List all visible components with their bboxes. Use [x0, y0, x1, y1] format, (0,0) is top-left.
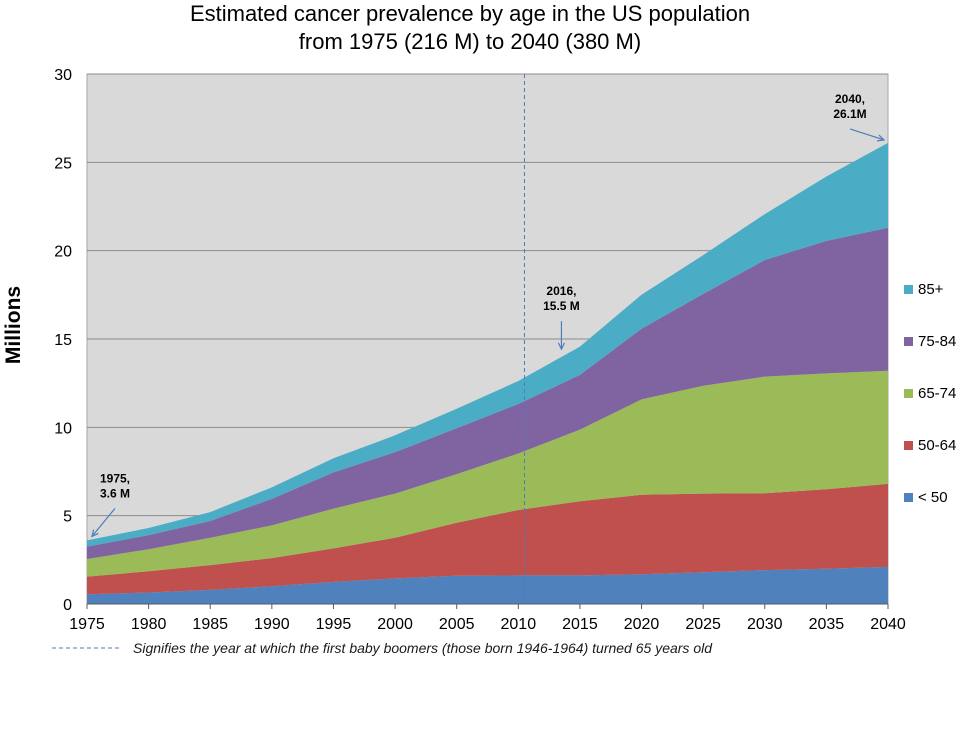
x-tick-label: 2005: [439, 616, 475, 633]
legend-label: < 50: [918, 489, 948, 506]
area-50-64: [87, 483, 888, 595]
annotation-arrowhead: [876, 134, 886, 142]
annotation-label: 26.1M: [833, 107, 866, 121]
y-tick-label: 5: [63, 509, 72, 526]
legend-swatch: [904, 493, 913, 502]
x-tick-label: 2010: [501, 616, 537, 633]
annotation-label: 15.5 M: [543, 299, 580, 313]
annotation-label: 2016,: [546, 284, 576, 298]
x-axis-ticks: 1975 1980 1985 1990 1995 2000 2005 2010 2015 2020…: [69, 603, 906, 633]
x-tick-label: 2015: [562, 616, 598, 633]
x-tick-label: 1980: [131, 616, 167, 633]
annotation-arrow: [849, 128, 885, 141]
y-tick-label: 25: [54, 155, 72, 172]
annotation-arrow: [91, 508, 116, 537]
x-tick-label: 2035: [809, 616, 845, 633]
footnote-text: Signifies the year at which the first ba…: [133, 640, 713, 656]
x-tick-label: 2030: [747, 616, 783, 633]
x-tick-label: 1990: [254, 616, 290, 633]
area-series: [87, 142, 888, 604]
x-tick-label: 1975: [69, 616, 105, 633]
annotation-label: 3.6 M: [100, 486, 130, 500]
x-tick-label: 1985: [192, 616, 228, 633]
area-50: [87, 566, 888, 604]
y-tick-label: 20: [54, 244, 72, 261]
area-75-84: [87, 227, 888, 559]
footnote: Signifies the year at which the first ba…: [52, 640, 713, 656]
x-tick-label: 1995: [316, 616, 352, 633]
annotation-label: 1975,: [100, 471, 130, 485]
legend-label: 50-64: [918, 437, 956, 454]
legend-swatch: [904, 285, 913, 294]
annotation-label: 2040,: [835, 92, 865, 106]
x-tick-label: 2020: [624, 616, 660, 633]
x-tick-label: 2025: [685, 616, 721, 633]
chart-title-line-2: from 1975 (216 M) to 2040 (380 M): [298, 29, 642, 54]
area-65-74: [87, 370, 888, 577]
legend-swatch: [904, 441, 913, 450]
legend-swatch: [904, 337, 913, 346]
chart-title-line-1: Estimated cancer prevalence by age in th…: [189, 1, 751, 26]
annotation-arrowhead: [91, 529, 99, 538]
annotations: 1975,3.6 M 2016,15.5 M 2040,26.1M: [91, 92, 886, 538]
y-axis-ticks: 0 5 10 15 20 25 30: [54, 67, 72, 614]
legend-label: 65-74: [918, 385, 956, 402]
y-tick-label: 15: [54, 332, 72, 349]
legend: 85+ 75-84 65-74 50-64 < 50: [904, 281, 956, 506]
legend-label: 85+: [918, 281, 944, 298]
y-tick-label: 30: [54, 67, 72, 84]
annotation-arrowhead: [557, 342, 566, 351]
y-axis-label: Millions: [2, 286, 25, 364]
x-tick-label: 2040: [870, 616, 906, 633]
legend-swatch: [904, 389, 913, 398]
y-tick-label: 0: [63, 597, 72, 614]
legend-label: 75-84: [918, 333, 956, 350]
y-tick-label: 10: [54, 420, 72, 437]
x-tick-label: 2000: [377, 616, 413, 633]
